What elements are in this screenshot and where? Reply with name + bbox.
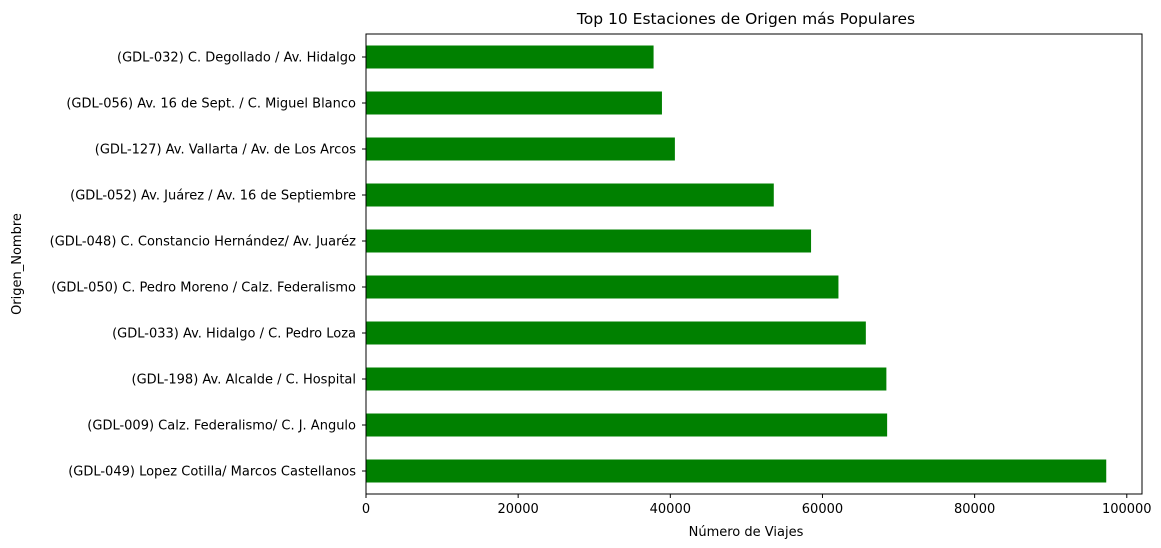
bar [366,413,888,437]
y-tick-label: (GDL-048) C. Constancio Hernández/ Av. J… [50,235,357,250]
bar [366,45,654,69]
y-tick-label: (GDL-050) C. Pedro Moreno / Calz. Federa… [51,281,356,296]
y-tick-label: (GDL-198) Av. Alcalde / C. Hospital [132,373,356,388]
x-tick-label: 40000 [650,502,691,517]
y-axis-title: Origen_Nombre [10,213,25,315]
x-tick-label: 0 [362,502,370,517]
bar [366,91,662,115]
x-axis-title: Número de Viajes [689,525,804,540]
y-tick-label: (GDL-052) Av. Juárez / Av. 16 de Septiem… [70,189,356,204]
bar [366,275,839,299]
chart-title: Top 10 Estaciones de Origen más Populare… [576,10,915,28]
y-tick-label: (GDL-127) Av. Vallarta / Av. de Los Arco… [95,143,356,158]
bar [366,137,675,161]
y-tick-label: (GDL-033) Av. Hidalgo / C. Pedro Loza [112,327,356,342]
y-axis-ticks: (GDL-032) C. Degollado / Av. Hidalgo (GDL… [50,51,366,480]
x-axis-ticks: 0 20000 40000 60000 80000 100000 [362,494,1152,517]
bar [366,183,774,207]
x-tick-label: 80000 [954,502,995,517]
y-tick-label: (GDL-032) C. Degollado / Av. Hidalgo [117,51,356,66]
y-tick-label: (GDL-009) Calz. Federalismo/ C. J. Angul… [87,419,356,434]
plot-frame [365,33,1143,495]
y-tick-label: (GDL-049) Lopez Cotilla/ Marcos Castella… [68,465,356,480]
bars-layer [366,45,1107,483]
y-tick-label: (GDL-056) Av. 16 de Sept. / C. Miguel Bl… [66,97,356,112]
x-tick-label: 60000 [802,502,843,517]
x-tick-label: 100000 [1102,502,1152,517]
bar [366,367,887,391]
bar [366,321,866,345]
bar [366,459,1107,483]
bar [366,229,812,253]
x-tick-label: 20000 [497,502,538,517]
